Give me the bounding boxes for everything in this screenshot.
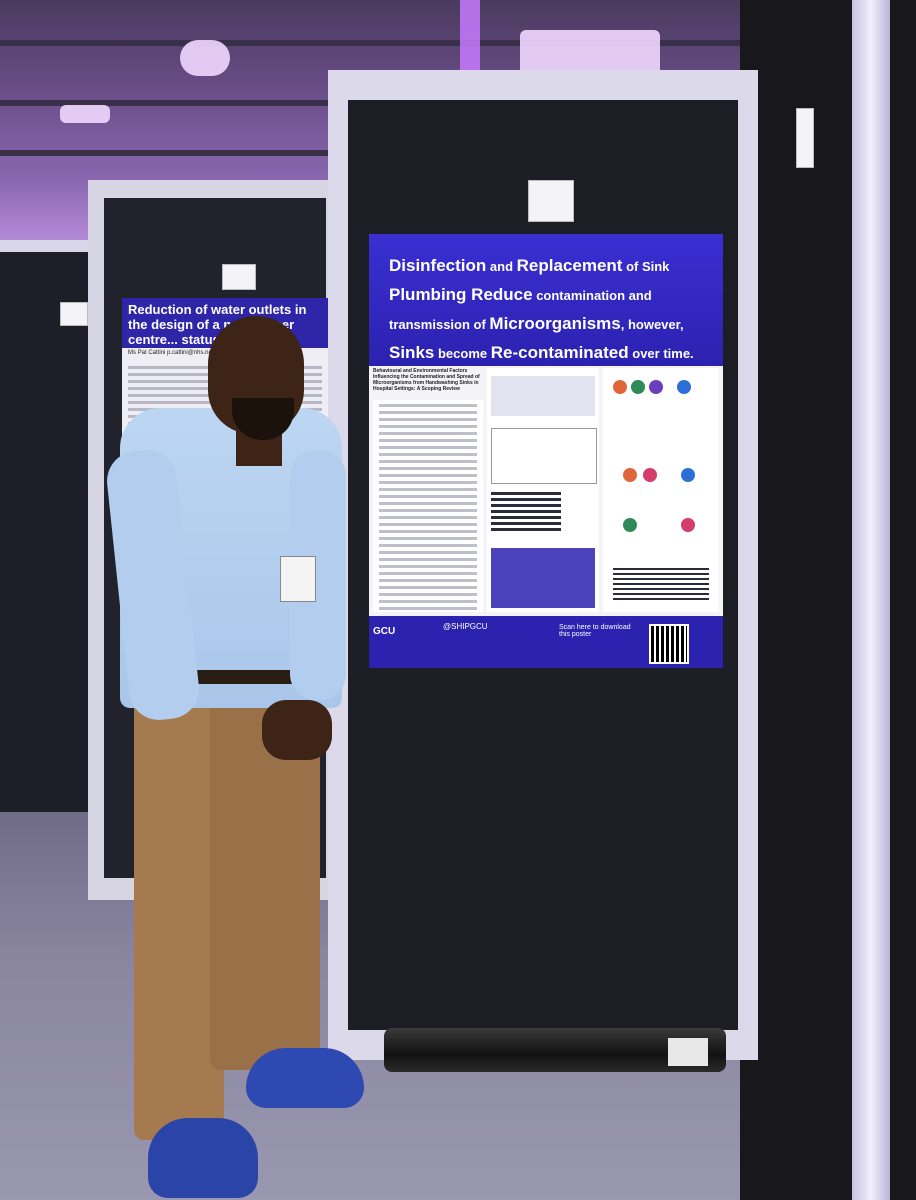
gcu-logo: GCU <box>373 626 396 637</box>
ceiling-speaker <box>180 40 230 76</box>
wall-paper <box>796 108 814 168</box>
person-shoe <box>246 1048 364 1108</box>
poster-column-tables <box>487 368 599 612</box>
poster-column-figures <box>603 368 719 612</box>
ceiling-light <box>60 105 110 123</box>
poster-footer: GCU @SHIPGCU Scan here to download this … <box>369 616 723 668</box>
main-poster: Disinfection and Replacement of Sink Plu… <box>369 234 723 668</box>
left-poster-email: p.cattini@nhs.net <box>167 350 214 356</box>
board-number-card <box>528 180 574 222</box>
poster-column-text <box>373 400 483 612</box>
board-label <box>222 264 256 290</box>
name-badge <box>280 556 316 602</box>
purple-light <box>460 0 480 70</box>
footer-scan: Scan here to download this poster <box>559 624 631 638</box>
right-panel-edge <box>852 0 890 1200</box>
person-trousers <box>134 670 224 1140</box>
main-poster-title: Disinfection and Replacement of Sink Plu… <box>369 234 723 366</box>
ceiling-beam <box>0 40 916 46</box>
left-poster-author: Ms Pat Cattini <box>128 350 166 356</box>
board-label <box>60 302 88 326</box>
left-board <box>0 240 92 812</box>
qr-code-icon <box>649 624 689 664</box>
footer-handle: @SHIPGCU <box>443 622 488 631</box>
person-hands <box>262 700 332 760</box>
main-poster-subtitle: Behavioural and Environmental Factors In… <box>373 368 480 392</box>
tube-label <box>668 1038 708 1066</box>
person-shoe <box>148 1118 258 1198</box>
